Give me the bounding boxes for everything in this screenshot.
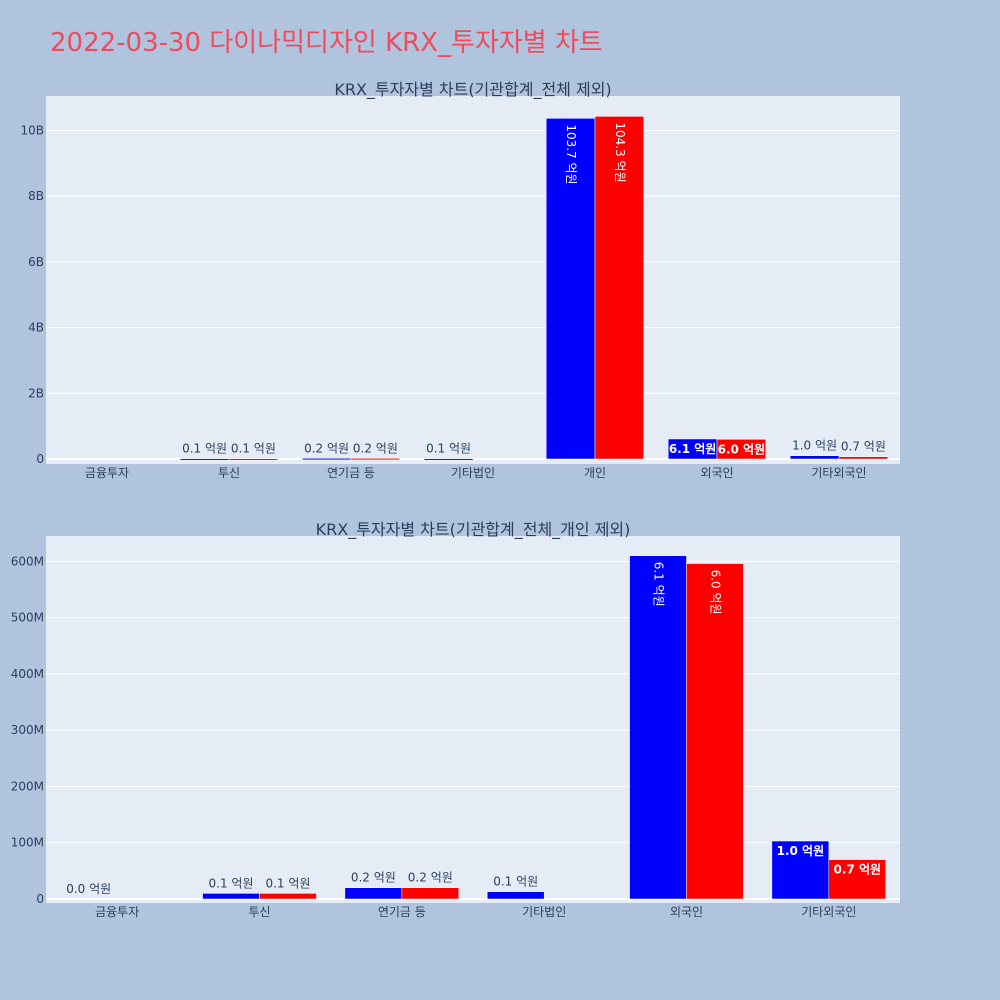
data-label: 0.7 억원 [841,440,886,454]
plot-background-bottom [46,536,900,903]
data-label: 0.1 억원 [265,876,310,890]
data-label: 0.1 억원 [182,442,227,456]
data-label: 0.1 억원 [231,442,276,456]
data-label: 0.2 억원 [304,441,349,455]
bar-sell [838,456,889,460]
bar-buy [771,840,830,900]
bar-sell [259,893,317,900]
x-tick-label: 기타외국인 [811,466,866,480]
y-tick-label: 600M [11,554,44,568]
y-tick-label: 8B [28,189,44,203]
bar-sell [594,116,645,460]
bar-buy [629,555,687,900]
x-tick-label: 개인 [584,466,606,480]
bar-buy [344,887,403,900]
data-label: 0.2 억원 [408,871,453,885]
data-label: 1.0 억원 [792,439,837,453]
data-label: 1.0 억원 [777,844,825,858]
x-tick-label: 연기금 등 [378,905,426,919]
data-label: 0.0 억원 [66,882,111,896]
bar-buy [789,455,840,460]
x-tick-label: 기타법인 [522,905,566,919]
page-title: 2022-03-30 다이나믹디자인 KRX_투자자별 차트 [50,28,603,58]
bar-sell [228,458,279,461]
data-label: 0.1 억원 [493,875,538,889]
x-tick-label: 외국인 [670,905,703,919]
y-tick-label: 6B [28,255,44,269]
y-tick-label: 4B [28,321,44,335]
y-tick-label: 200M [11,779,44,793]
data-label: 0.2 억원 [353,441,398,455]
x-tick-label: 금융투자 [85,466,129,480]
bar-sell [401,887,460,900]
data-label: 0.7 억원 [834,863,882,877]
data-label: 0.1 억원 [209,876,254,890]
x-tick-label: 기타외국인 [801,905,856,919]
chart-bottom: KRX_투자자별 차트(기관합계_전체_개인 제외) 0 100M 200M 300M… [11,520,900,919]
data-label: 0.1 억원 [426,442,471,456]
bar-sell [828,859,887,900]
bar-sell [350,458,401,461]
x-tick-label: 투신 [248,905,270,919]
bar-buy [202,893,260,900]
chart-title-bottom: KRX_투자자별 차트(기관합계_전체_개인 제외) [316,520,631,540]
data-label: 104.3 억원 [613,122,627,182]
plot-background-top [46,96,900,464]
y-tick-label: 100M [11,836,44,850]
data-label: 6.0 억원 [718,442,766,456]
x-tick-label: 투신 [218,466,240,480]
data-label: 0.2 억원 [351,871,396,885]
bar-sell [716,439,767,460]
chart-title-top: KRX_투자자별 차트(기관합계_전체 제외) [334,80,611,100]
data-label: 103.7 억원 [564,124,578,184]
bar-buy [423,458,474,461]
bar-sell [686,563,744,900]
y-tick-label: 400M [11,667,44,681]
x-tick-label: 금융투자 [95,905,139,919]
x-tick-label: 연기금 등 [327,466,375,480]
y-tick-label: 500M [11,611,44,625]
y-tick-label: 0 [36,892,44,906]
y-tick-label: 10B [20,123,44,137]
bar-buy [486,891,545,900]
x-tick-label: 외국인 [700,466,733,480]
bar-buy [301,458,352,461]
x-tick-label: 기타법인 [451,466,495,480]
y-tick-label: 300M [11,723,44,737]
chart-top: KRX_투자자별 차트(기관합계_전체 제외) 0 2B 4B 6B 8B 10B 금융투자… [20,80,900,480]
data-label: 6.1 억원 [652,562,666,607]
bar-buy [179,458,230,461]
y-tick-label: 2B [28,386,44,400]
data-label: 6.1 억원 [669,442,717,456]
data-label: 6.0 억원 [708,570,722,615]
y-tick-label: 0 [36,452,44,466]
